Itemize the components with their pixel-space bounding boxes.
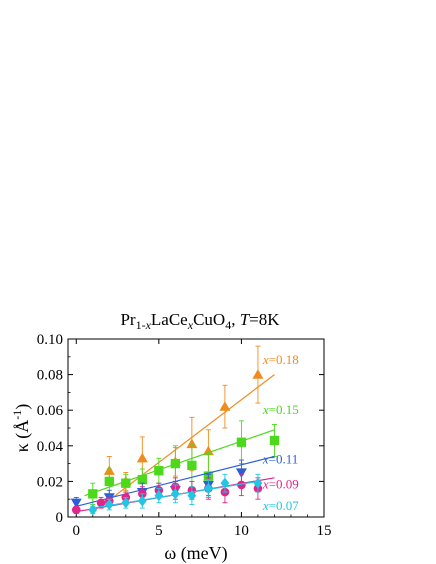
data-point <box>70 498 82 509</box>
y-tick-label: 0.02 <box>37 474 63 490</box>
data-point <box>137 495 147 507</box>
title-t-var: T <box>240 310 251 329</box>
series-label: x=0.09 <box>262 477 299 492</box>
x-axis-ticks: 0 5 10 15 <box>73 339 332 539</box>
title-mid: LaCe <box>151 310 188 329</box>
data-point <box>252 369 264 379</box>
title-prefix: Pr <box>120 310 135 329</box>
x-tick-label: 5 <box>155 523 163 539</box>
data-point <box>186 438 198 449</box>
series-label: x=0.18 <box>262 352 299 367</box>
x-axis-symbol: ω <box>164 543 176 563</box>
series-layer: x=0.18 x=0.15 x=0.11 x=0.09 x=0.07 <box>70 345 299 516</box>
series-label: x=0.15 <box>262 402 299 417</box>
data-point <box>136 452 148 463</box>
data-point <box>187 460 197 471</box>
y-tick-label: 0.10 <box>37 332 63 348</box>
data-point <box>219 401 231 411</box>
data-point <box>187 490 197 502</box>
data-point <box>96 498 106 508</box>
data-point <box>269 435 280 446</box>
data-point <box>154 490 164 502</box>
y-tick-label: 0 <box>56 510 64 526</box>
data-point <box>203 483 213 495</box>
data-point <box>237 480 246 490</box>
title-t-val: =8K <box>249 310 280 329</box>
y-axis-unit-prefix: (Å <box>12 420 33 444</box>
data-point <box>202 445 214 456</box>
data-point <box>137 474 147 485</box>
y-tick-label: 0.06 <box>37 403 64 419</box>
series-x=0.07: x=0.07 <box>88 473 299 516</box>
y-tick-label: 0.04 <box>37 439 64 455</box>
data-point <box>220 477 230 489</box>
data-point <box>104 499 114 511</box>
x-axis-label: ω (meV) <box>164 543 227 564</box>
title-sub1-var: x <box>145 318 152 332</box>
data-point <box>236 437 247 447</box>
y-axis-unit-sup: -1 <box>10 410 24 420</box>
data-point <box>71 505 81 515</box>
title-mid2: CuO <box>193 310 225 329</box>
y-axis-ticks: 0 0.02 0.04 0.06 0.08 0.10 <box>37 332 324 526</box>
data-point <box>121 478 131 488</box>
data-point <box>170 458 181 469</box>
data-point <box>253 477 263 489</box>
data-point <box>88 504 98 516</box>
y-tick-label: 0.08 <box>37 368 63 384</box>
title-var-x: x <box>187 318 194 332</box>
x-tick-label: 0 <box>73 523 81 539</box>
y-axis-symbol: κ <box>12 443 32 452</box>
y-axis-label: κ (Å-1) <box>10 404 33 453</box>
series-label: x=0.07 <box>262 498 299 513</box>
x-axis-unit: (meV) <box>176 543 227 564</box>
title-sep: , <box>231 310 240 329</box>
title-sub2: 4 <box>225 318 231 332</box>
y-axis-unit-suffix: ) <box>12 404 33 410</box>
title-sub1: 1- <box>136 318 146 332</box>
data-point <box>170 488 180 500</box>
data-point <box>235 468 247 478</box>
data-point <box>121 497 131 509</box>
data-point <box>104 476 114 487</box>
data-point <box>154 466 164 476</box>
data-point <box>88 489 98 499</box>
series-label: x=0.11 <box>262 452 298 467</box>
x-tick-label: 15 <box>317 523 332 539</box>
x-tick-label: 10 <box>234 523 249 539</box>
chart-title: Pr1-xLaCexCuO4, T=8K <box>120 310 280 332</box>
